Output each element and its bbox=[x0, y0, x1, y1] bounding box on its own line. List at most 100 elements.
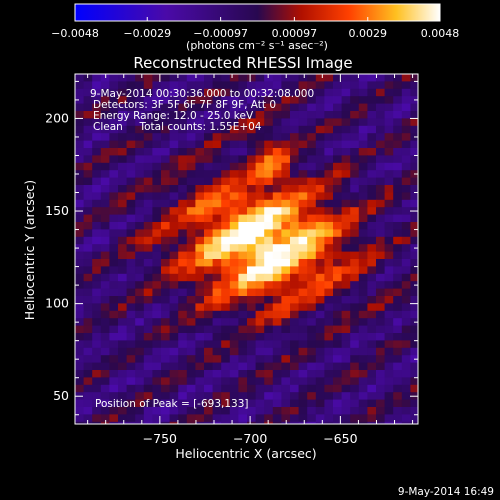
heatmap-cell bbox=[255, 362, 265, 371]
heatmap-cell bbox=[324, 185, 334, 193]
heatmap-cell bbox=[75, 370, 85, 378]
heatmap-cell bbox=[75, 118, 85, 127]
heatmap-cell bbox=[135, 74, 145, 82]
heatmap-cell bbox=[83, 96, 93, 105]
heatmap-cell bbox=[264, 347, 274, 356]
heatmap-cell bbox=[126, 81, 136, 90]
heatmap-cell bbox=[178, 273, 188, 282]
heatmap-cell bbox=[341, 133, 351, 142]
heatmap-cell bbox=[135, 81, 145, 90]
heatmap-cell bbox=[298, 244, 308, 253]
heatmap-cell bbox=[212, 140, 222, 149]
heatmap-cell bbox=[143, 303, 153, 312]
heatmap-cell bbox=[341, 407, 351, 415]
heatmap-cell bbox=[186, 296, 196, 304]
heatmap-cell bbox=[410, 103, 418, 112]
heatmap-cell bbox=[315, 96, 325, 105]
heatmap-cell bbox=[135, 236, 145, 245]
heatmap-cell bbox=[169, 74, 179, 82]
heatmap-cell bbox=[255, 340, 265, 349]
heatmap-cell bbox=[178, 325, 188, 334]
heatmap-cell bbox=[75, 81, 85, 90]
heatmap-cell bbox=[324, 118, 334, 127]
heatmap-cell bbox=[238, 133, 248, 142]
heatmap-cell bbox=[229, 185, 239, 193]
heatmap-cell bbox=[393, 162, 403, 171]
heatmap-cell bbox=[109, 125, 119, 134]
heatmap-cell bbox=[333, 325, 343, 334]
heatmap-cell bbox=[255, 170, 265, 179]
heatmap-cell bbox=[212, 325, 222, 334]
heatmap-cell bbox=[109, 244, 119, 253]
heatmap-cell bbox=[109, 325, 119, 334]
heatmap-cell bbox=[410, 340, 418, 349]
heatmap-cell bbox=[264, 296, 274, 304]
heatmap-cell bbox=[195, 199, 205, 208]
heatmap-cell bbox=[143, 96, 153, 105]
heatmap-cell bbox=[393, 340, 403, 349]
heatmap-cell bbox=[358, 229, 368, 238]
heatmap-cell bbox=[92, 414, 102, 423]
heatmap-cell bbox=[83, 118, 93, 127]
heatmap-cell bbox=[238, 370, 248, 378]
heatmap-cell bbox=[143, 370, 153, 378]
heatmap-cell bbox=[290, 399, 300, 408]
heatmap-cell bbox=[247, 362, 257, 371]
heatmap-cell bbox=[341, 281, 351, 290]
heatmap-cell bbox=[401, 318, 411, 327]
heatmap-cell bbox=[358, 259, 368, 267]
heatmap-cell bbox=[83, 296, 93, 304]
heatmap-cell bbox=[238, 266, 248, 275]
heatmap-cell bbox=[229, 155, 239, 164]
heatmap-cell bbox=[247, 222, 257, 230]
heatmap-cell bbox=[161, 347, 171, 356]
heatmap-cell bbox=[83, 88, 93, 97]
heatmap-cell bbox=[204, 325, 214, 334]
heatmap-cell bbox=[186, 325, 196, 334]
heatmap-cell bbox=[135, 288, 145, 297]
heatmap-cell bbox=[100, 185, 110, 193]
heatmap-cell bbox=[341, 244, 351, 253]
heatmap-cell bbox=[281, 251, 291, 260]
heatmap-cell bbox=[358, 377, 368, 386]
heatmap-cell bbox=[186, 81, 196, 90]
heatmap-cell bbox=[100, 318, 110, 327]
heatmap-cell bbox=[272, 148, 282, 156]
heatmap-cell bbox=[161, 177, 171, 186]
heatmap-cell bbox=[298, 384, 308, 393]
heatmap-cell bbox=[298, 162, 308, 171]
heatmap-cell bbox=[281, 303, 291, 312]
heatmap-cell bbox=[178, 266, 188, 275]
heatmap-cell bbox=[178, 414, 188, 423]
heatmap-cell bbox=[109, 377, 119, 386]
heatmap-cell bbox=[376, 399, 386, 408]
heatmap-cell bbox=[264, 421, 274, 424]
heatmap-cell bbox=[83, 199, 93, 208]
heatmap-cell bbox=[135, 421, 145, 424]
heatmap-cell bbox=[178, 222, 188, 230]
heatmap-cell bbox=[118, 407, 128, 415]
heatmap-cell bbox=[401, 140, 411, 149]
heatmap-cell bbox=[75, 96, 85, 105]
heatmap-cell bbox=[143, 222, 153, 230]
heatmap-cell bbox=[126, 192, 136, 201]
heatmap-cell bbox=[186, 222, 196, 230]
heatmap-cell bbox=[143, 170, 153, 179]
heatmap-cell bbox=[204, 296, 214, 304]
heatmap-cell bbox=[229, 236, 239, 245]
heatmap-cell bbox=[143, 392, 153, 401]
heatmap-cell bbox=[229, 414, 239, 423]
heatmap-cell bbox=[272, 362, 282, 371]
heatmap-cell bbox=[186, 318, 196, 327]
heatmap-cell bbox=[401, 347, 411, 356]
heatmap-cell bbox=[178, 177, 188, 186]
heatmap-cell bbox=[247, 392, 257, 401]
heatmap-cell bbox=[229, 111, 239, 119]
heatmap-cell bbox=[324, 273, 334, 282]
heatmap-cell bbox=[204, 370, 214, 378]
heatmap-cell bbox=[229, 325, 239, 334]
heatmap-cell bbox=[410, 185, 418, 193]
heatmap-cell bbox=[367, 347, 377, 356]
heatmap-cell bbox=[307, 96, 317, 105]
heatmap-cell bbox=[152, 347, 162, 356]
